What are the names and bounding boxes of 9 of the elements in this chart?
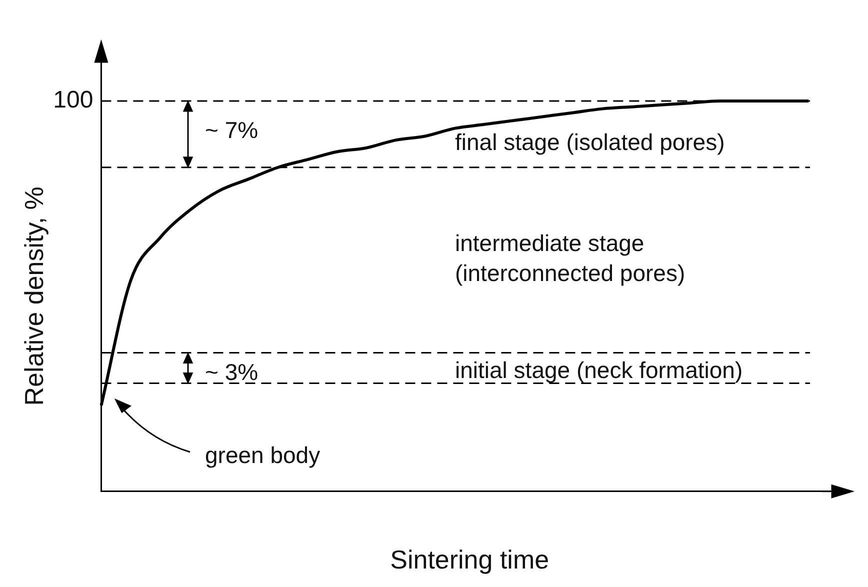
annotation: ~ 7% — [205, 116, 258, 145]
ref-line-label: 100 — [53, 86, 94, 114]
annotation: ~ 3% — [205, 358, 258, 387]
annotation: final stage (isolated pores) — [455, 128, 725, 157]
annotation: initial stage (neck formation) — [455, 356, 743, 385]
annotation: intermediate stage (interconnected pores) — [455, 229, 686, 288]
y-axis-title: Relative density, % — [18, 186, 49, 406]
annotation: green body — [205, 441, 320, 470]
x-axis-title: Sintering time — [390, 544, 550, 575]
